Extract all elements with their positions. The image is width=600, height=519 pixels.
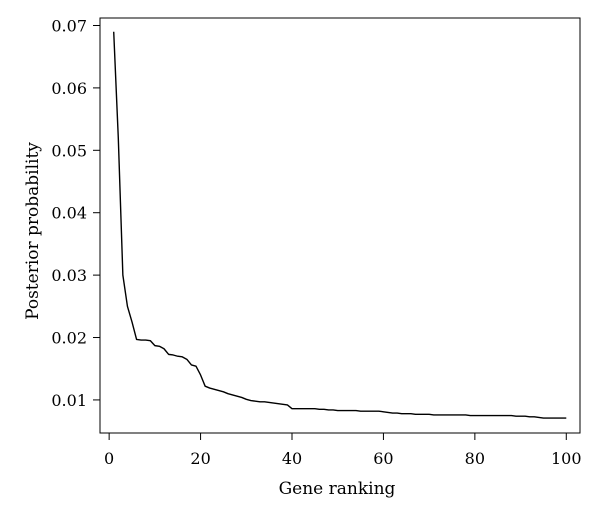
- y-tick-label: 0.07: [51, 16, 87, 35]
- x-axis: 0 20 40 60 80 100: [104, 433, 582, 468]
- x-tick-label: 60: [373, 449, 393, 468]
- y-axis: 0.01 0.02 0.03 0.04 0.05 0.06 0.07: [51, 16, 100, 410]
- y-tick-label: 0.03: [51, 266, 87, 285]
- y-tick-label: 0.05: [51, 141, 87, 160]
- x-axis-label: Gene ranking: [279, 479, 396, 499]
- y-tick-label: 0.01: [51, 391, 87, 410]
- series-line: [113, 31, 567, 419]
- y-tick-label: 0.04: [51, 204, 87, 223]
- y-tick-label: 0.06: [51, 79, 87, 98]
- x-tick-label: 80: [465, 449, 485, 468]
- plot-box: [99, 17, 581, 434]
- x-tick-label: 20: [190, 449, 210, 468]
- x-tick-label: 100: [551, 449, 582, 468]
- y-tick-label: 0.02: [51, 329, 87, 348]
- x-tick-label: 40: [282, 449, 302, 468]
- x-tick-label: 0: [104, 449, 114, 468]
- y-axis-label: Posterior probability: [23, 142, 43, 320]
